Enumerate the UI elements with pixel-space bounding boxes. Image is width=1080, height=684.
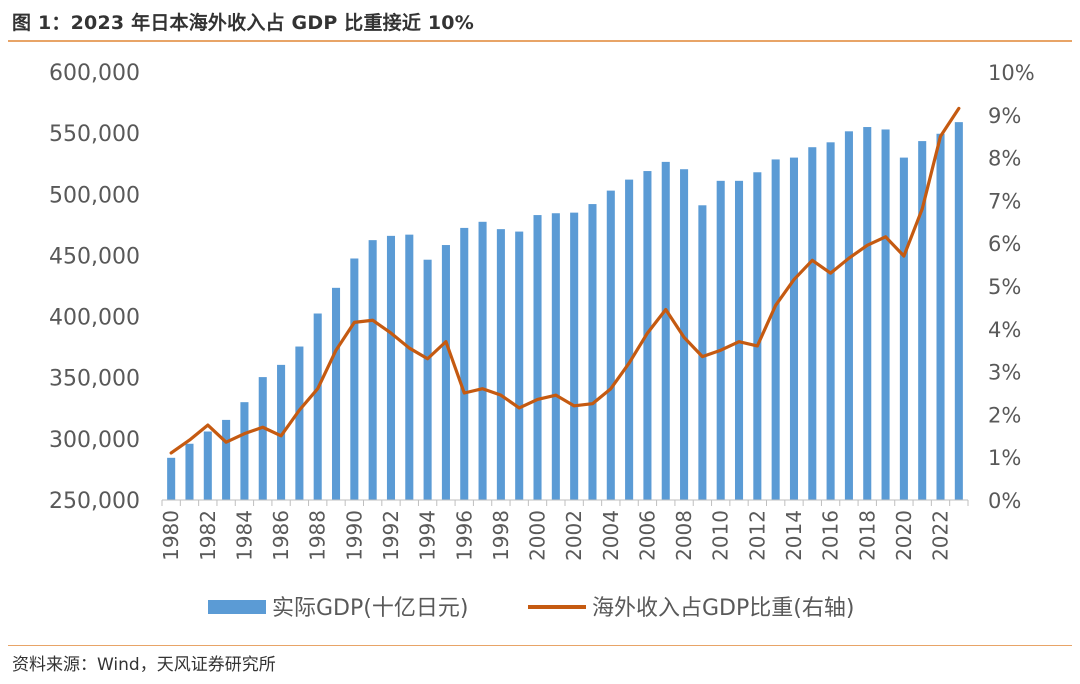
right-axis-tick-label: 8% xyxy=(988,147,1021,171)
x-tick-label: 1998 xyxy=(489,510,513,561)
right-axis-tick-label: 9% xyxy=(988,104,1021,128)
x-tick-label: 1990 xyxy=(342,510,366,561)
gdp-bar xyxy=(478,221,487,501)
gdp-bar xyxy=(936,133,945,500)
gdp-bar xyxy=(551,213,560,501)
right-axis-tick-label: 6% xyxy=(988,232,1021,256)
x-tick-label: 1986 xyxy=(269,510,293,561)
gdp-bar xyxy=(771,159,780,500)
gdp-bar xyxy=(661,161,670,500)
right-axis-tick-label: 4% xyxy=(988,318,1021,342)
gdp-bars xyxy=(167,122,963,501)
x-tick-label: 1980 xyxy=(159,510,183,561)
gdp-bar xyxy=(918,141,927,500)
left-axis-ticks: 250,000 300,000 350,000 400,000 450,000 500,0… xyxy=(49,61,140,514)
legend-bar-label: 实际GDP(十亿日元) xyxy=(272,596,468,621)
gdp-bar xyxy=(423,259,432,500)
x-axis-ticks: 1980 1982 1984 1986 1988 1990 1992 1994 1996 1998… xyxy=(159,500,969,561)
x-tick-label: 1994 xyxy=(416,510,440,561)
gdp-bar xyxy=(606,190,615,500)
left-axis-tick-label: 400,000 xyxy=(49,306,140,331)
right-axis-tick-label: 3% xyxy=(988,361,1021,385)
legend: 实际GDP(十亿日元) 海外收入占GDP比重(右轴) xyxy=(208,596,854,621)
gdp-bar xyxy=(716,180,725,500)
left-axis-tick-label: 450,000 xyxy=(49,244,140,269)
gdp-bar xyxy=(625,179,634,501)
gdp-bar xyxy=(240,402,249,500)
gdp-bar xyxy=(496,229,505,500)
overseas-income-ratio-line xyxy=(169,106,961,455)
x-tick-label: 2000 xyxy=(526,510,550,561)
x-tick-label: 2020 xyxy=(892,510,916,561)
gdp-bar xyxy=(368,240,377,500)
gdp-bar xyxy=(533,215,542,500)
gdp-bar xyxy=(313,313,322,500)
gdp-bar xyxy=(386,235,396,501)
x-tick-label: 2002 xyxy=(562,510,586,561)
gdp-bar xyxy=(753,172,762,500)
gdp-bar xyxy=(588,204,597,500)
gdp-bar xyxy=(844,131,853,500)
x-tick-label: 2018 xyxy=(855,510,879,561)
legend-bar-swatch xyxy=(208,600,266,614)
gdp-bar xyxy=(789,157,799,500)
x-tick-label: 1982 xyxy=(196,510,220,561)
gdp-bar xyxy=(515,231,524,500)
x-tick-label: 2012 xyxy=(745,510,769,561)
left-axis-tick-label: 600,000 xyxy=(49,61,140,86)
gdp-bar xyxy=(222,419,231,500)
gdp-bar xyxy=(350,258,359,500)
gdp-bar xyxy=(331,287,341,500)
gdp-bar xyxy=(899,157,908,500)
gdp-bar xyxy=(277,364,286,500)
right-axis-tick-label: 1% xyxy=(988,446,1021,470)
source-note: 资料来源：Wind，天风证券研究所 xyxy=(12,655,276,675)
gdp-bar xyxy=(185,443,194,500)
x-tick-label: 1992 xyxy=(379,510,403,561)
x-tick-label: 1988 xyxy=(306,510,330,561)
legend-line-label: 海外收入占GDP比重(右轴) xyxy=(592,596,854,621)
gdp-bar xyxy=(954,122,963,500)
x-tick-label: 2010 xyxy=(709,510,733,561)
gdp-bar xyxy=(258,377,267,500)
right-axis-tick-label: 5% xyxy=(988,275,1021,299)
x-tick-label: 2008 xyxy=(672,510,696,561)
gdp-bar xyxy=(405,234,414,500)
right-axis-tick-label: 0% xyxy=(988,489,1021,513)
x-tick-label: 2016 xyxy=(819,510,843,561)
x-tick-label: 2006 xyxy=(635,510,659,561)
gdp-bar xyxy=(295,346,304,500)
x-tick-label: 1984 xyxy=(232,510,256,561)
combo-chart: 250,000 300,000 350,000 400,000 450,000 500,0… xyxy=(49,61,1035,621)
gdp-bar xyxy=(808,147,817,500)
gdp-bar xyxy=(167,457,176,500)
right-axis-tick-label: 10% xyxy=(988,61,1035,85)
x-tick-label: 1996 xyxy=(452,510,476,561)
gdp-bar xyxy=(863,127,872,500)
left-axis-tick-label: 500,000 xyxy=(49,183,140,208)
gdp-bar xyxy=(826,142,835,500)
gdp-bar xyxy=(460,227,469,500)
source-rule xyxy=(8,645,1072,646)
gdp-bar xyxy=(698,205,707,501)
left-axis-tick-label: 250,000 xyxy=(49,489,140,514)
right-axis-tick-label: 7% xyxy=(988,189,1021,213)
x-tick-label: 2014 xyxy=(782,510,806,561)
gdp-bar xyxy=(881,129,890,500)
right-axis-tick-label: 2% xyxy=(988,403,1021,427)
x-tick-label: 2022 xyxy=(929,510,953,561)
gdp-bar xyxy=(203,431,212,500)
gdp-bar xyxy=(570,212,579,500)
left-axis-tick-label: 550,000 xyxy=(49,122,140,147)
figure-title: 图 1：2023 年日本海外收入占 GDP 比重接近 10% xyxy=(12,12,474,34)
x-tick-label: 2004 xyxy=(599,510,623,561)
title-rule xyxy=(8,40,1072,42)
left-axis-tick-label: 300,000 xyxy=(49,428,140,453)
gdp-bar xyxy=(441,245,450,500)
left-axis-tick-label: 350,000 xyxy=(49,367,140,392)
right-axis-ticks: 0% 1% 2% 3% 4% 5% 6% 7% 8% 9% 10% xyxy=(988,61,1035,513)
